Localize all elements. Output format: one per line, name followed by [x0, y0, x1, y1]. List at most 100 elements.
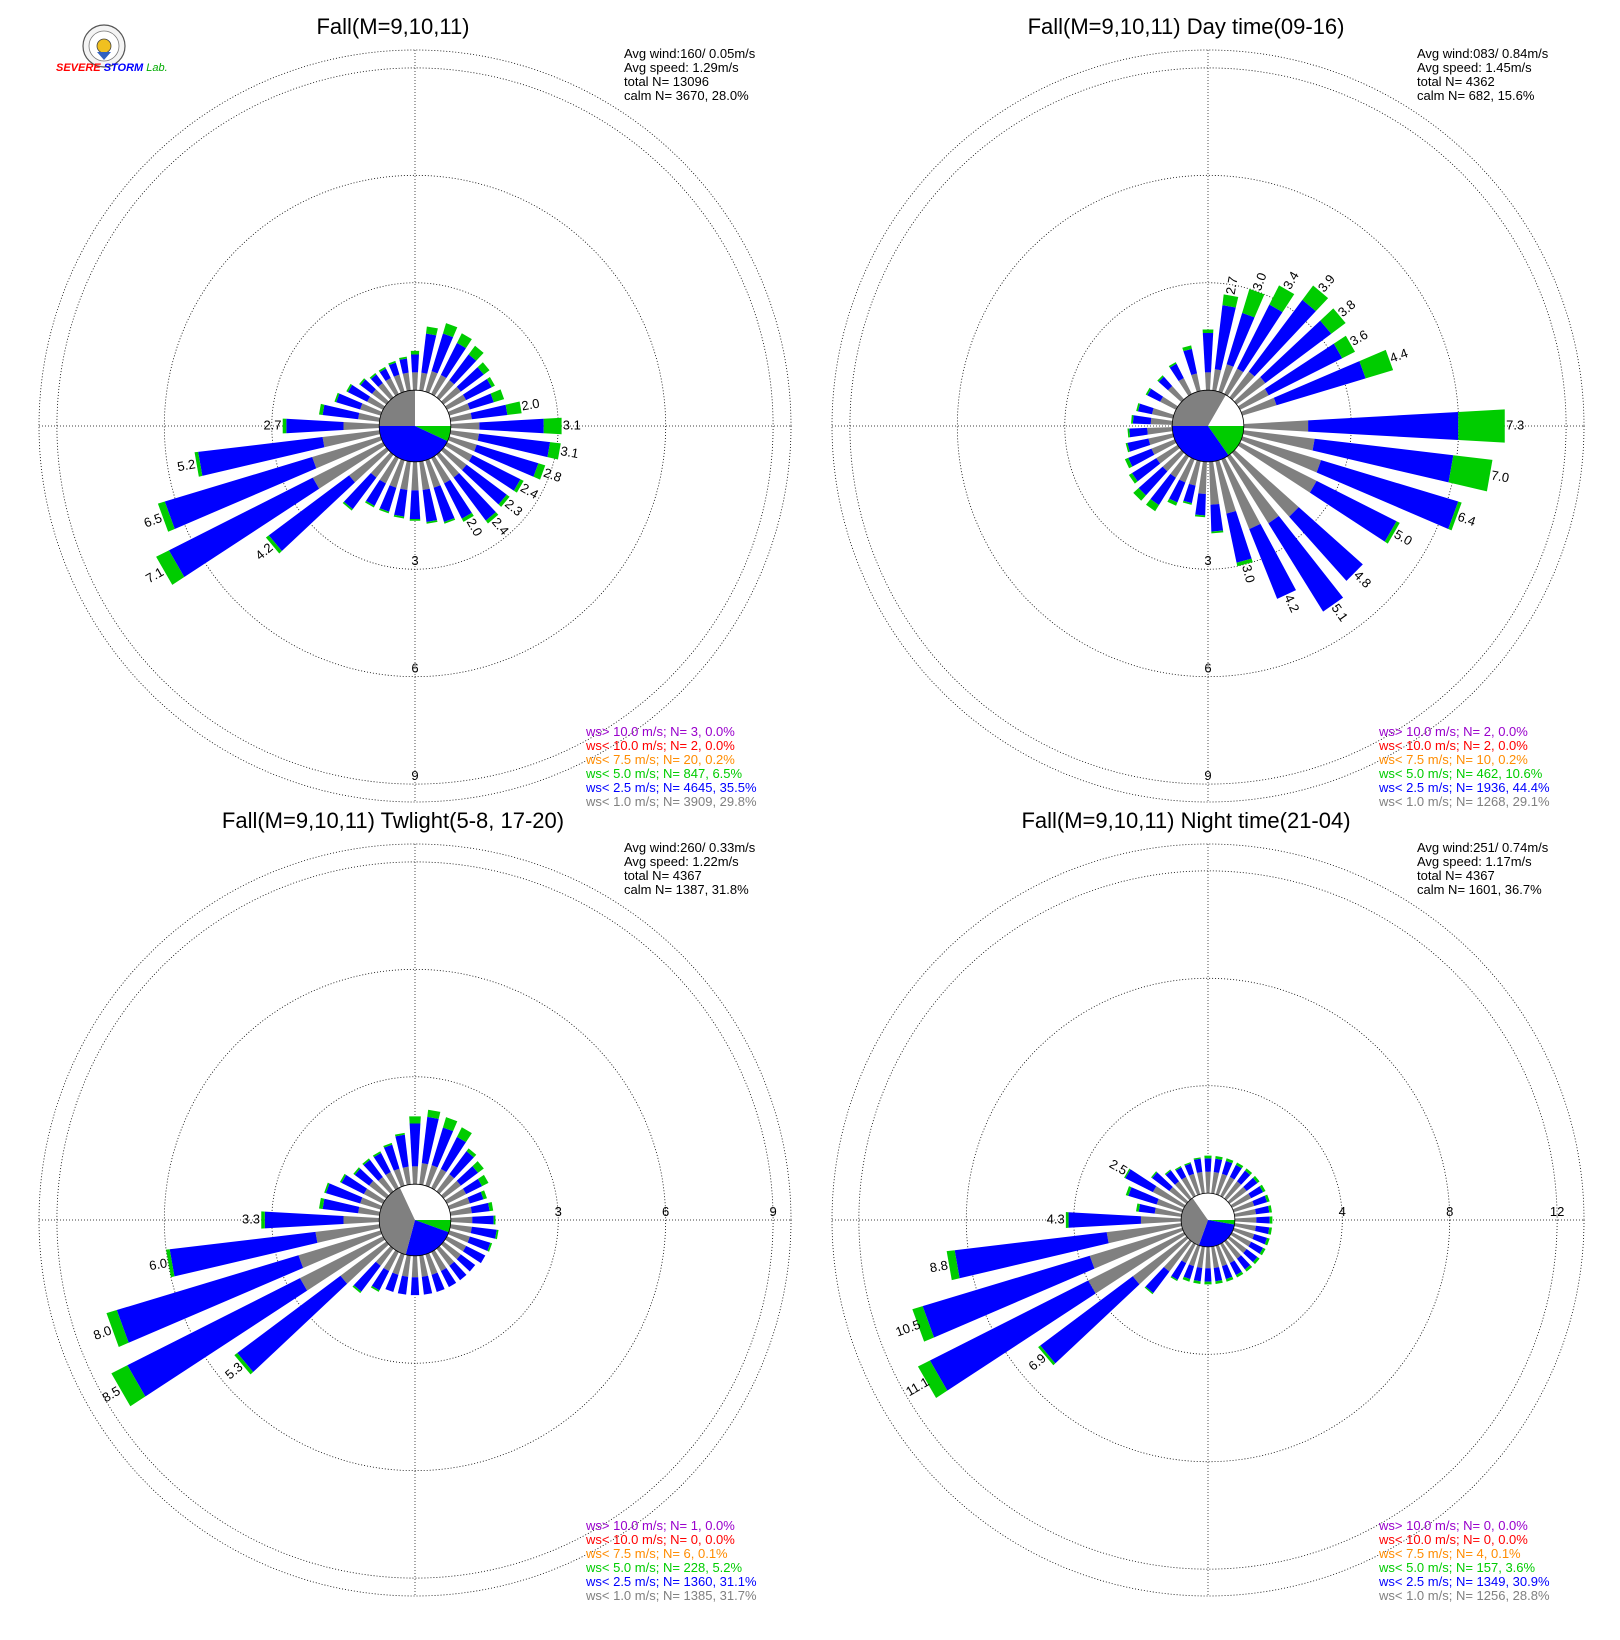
bar-gray: [441, 1180, 461, 1199]
bar-blue: [1125, 1169, 1157, 1193]
info-line: Avg wind:251/ 0.74m/s: [1417, 840, 1549, 855]
bar-label: 2.8: [542, 465, 564, 485]
bar-gray: [1232, 1227, 1255, 1240]
bar-gray: [383, 1249, 399, 1272]
ring-label: 9: [411, 768, 418, 783]
bar-blue: [1171, 1260, 1187, 1280]
info-line: Avg wind:160/ 0.05m/s: [624, 46, 756, 61]
bar-green: [487, 1242, 493, 1252]
calm-pie-slice: [1208, 1220, 1235, 1225]
bar-blue: [164, 457, 317, 529]
bar-blue: [363, 1159, 383, 1181]
bar-green: [912, 1306, 934, 1342]
bar-green: [369, 372, 377, 380]
bar-gray: [1132, 1236, 1189, 1285]
logo-word-storm: STORM: [103, 62, 144, 74]
bar-gray: [299, 1236, 386, 1291]
info-line: calm N= 3670, 28.0%: [624, 88, 749, 103]
bar-gray: [1231, 449, 1299, 517]
legend-entry: ws< 2.5 m/s; N= 4645, 35.5%: [585, 780, 757, 795]
bar-green: [383, 1142, 393, 1148]
bar-green: [1182, 345, 1192, 352]
ring-label: 3: [555, 1204, 562, 1219]
legend-entry: ws< 7.5 m/s; N= 6, 0.1%: [585, 1546, 728, 1561]
bar-blue: [1183, 1264, 1195, 1280]
bar-gray: [1089, 1227, 1184, 1269]
bar-gray: [1226, 454, 1279, 524]
bar-blue: [168, 477, 320, 577]
ring-label: 12: [1550, 1204, 1564, 1219]
bar-green: [379, 508, 390, 514]
lab-logo: [82, 24, 126, 68]
bar-label: 4.4: [1388, 345, 1410, 365]
bar-blue: [1268, 516, 1344, 612]
bar-green: [426, 326, 438, 336]
bar-gray: [411, 1255, 419, 1278]
bar-green: [359, 378, 366, 386]
bar-green: [1204, 1281, 1212, 1285]
bar-blue: [1289, 507, 1363, 581]
calm-circle: [1180, 1192, 1236, 1248]
bar-green: [1182, 1276, 1191, 1282]
bar-green: [1133, 488, 1146, 501]
bar-gray: [1212, 369, 1222, 392]
calm-pie-slice: [399, 1184, 451, 1221]
bar-blue: [1152, 1172, 1173, 1192]
bar-blue: [237, 1275, 348, 1372]
bar-gray: [1234, 1223, 1257, 1232]
info-line: total N= 4367: [624, 868, 702, 883]
bar-gray: [1224, 1181, 1242, 1201]
bar-gray: [1227, 1236, 1247, 1254]
bar-gray: [1163, 1239, 1192, 1272]
bar-green: [393, 514, 405, 519]
bar-green: [1448, 455, 1493, 492]
bar-blue: [411, 354, 419, 373]
bar-green: [456, 1127, 472, 1143]
bar-gray: [436, 1174, 455, 1194]
bar-green: [1269, 285, 1295, 313]
bar-green: [1131, 415, 1134, 424]
bar-green: [106, 1310, 129, 1347]
bar-gray: [1181, 1242, 1196, 1264]
bar-green: [1193, 1157, 1201, 1160]
bar-green: [427, 1109, 441, 1119]
bar-gray: [343, 1216, 380, 1224]
info-line: Avg wind:083/ 0.84m/s: [1417, 46, 1549, 61]
legend-entry: ws> 10.0 m/s; N= 2, 0.0%: [1378, 724, 1528, 739]
bar-blue: [353, 1261, 381, 1292]
bar-blue: [1226, 511, 1252, 563]
bar-green: [1448, 501, 1462, 531]
bar-blue: [433, 485, 455, 522]
bar-blue: [456, 367, 484, 392]
bar-blue: [1183, 348, 1198, 375]
bar-green: [456, 333, 472, 349]
bar-label: 2.0: [520, 396, 540, 414]
bar-blue: [371, 1267, 390, 1291]
bar-blue: [1128, 448, 1155, 467]
bar-blue: [922, 1255, 1095, 1338]
bar-green: [466, 1148, 477, 1158]
bar-green: [1136, 403, 1140, 412]
bar-blue: [1252, 1233, 1268, 1245]
bar-gray: [402, 372, 411, 392]
ring-label: 3: [411, 553, 418, 568]
bar-blue: [1264, 343, 1343, 396]
bar-gray: [436, 452, 460, 478]
bar-gray: [447, 1230, 470, 1243]
bar-blue: [1193, 1158, 1203, 1173]
bar-green: [1167, 498, 1178, 506]
bar-blue: [462, 378, 492, 401]
panel-title: Fall(M=9,10,11) Day time(09-16): [1028, 14, 1345, 39]
bar-green: [410, 350, 420, 355]
bar-gray: [1218, 364, 1234, 394]
bar-gray: [1169, 1186, 1189, 1204]
ring-label: 4: [1339, 1204, 1346, 1219]
bar-gray: [1152, 1186, 1186, 1208]
legend-entry: ws< 10.0 m/s; N= 2, 0.0%: [1378, 738, 1528, 753]
bar-blue: [1248, 1241, 1264, 1254]
bar-green: [488, 1202, 494, 1212]
bar-blue: [1158, 376, 1173, 391]
bar-gray: [1188, 460, 1201, 486]
bar-blue: [1193, 1267, 1203, 1282]
bar-label: 8.8: [929, 1257, 949, 1275]
